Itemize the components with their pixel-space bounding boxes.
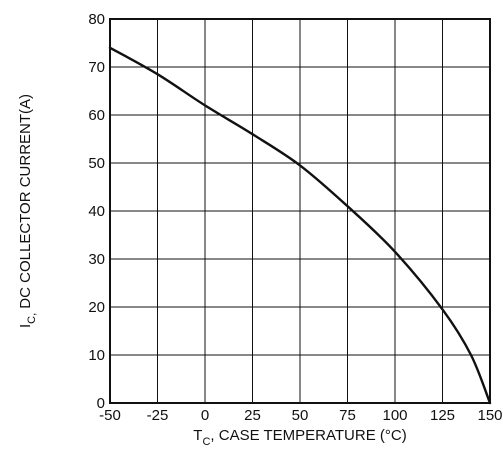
derating-curve — [108, 46, 492, 405]
x-tick-labels: -50 -25 0 25 50 75 100 125 150 — [99, 407, 502, 424]
x-tick-label: 0 — [201, 407, 209, 424]
x-axis-label: TC, CASE TEMPERATURE (°C) — [193, 427, 406, 448]
x-tick-label: -50 — [99, 407, 121, 424]
y-tick-label: 60 — [88, 107, 105, 124]
y-tick-label: 20 — [88, 299, 105, 316]
plot-frame — [109, 18, 491, 404]
y-tick-label: 50 — [88, 155, 105, 172]
y-tick-label: 0 — [97, 395, 105, 412]
y-tick-label: 10 — [88, 347, 105, 364]
x-tick-label: 125 — [430, 407, 455, 424]
grid-lines — [109, 18, 491, 404]
y-tick-label: 80 — [88, 11, 105, 28]
x-tick-label: 150 — [477, 407, 502, 424]
y-tick-label: 40 — [88, 203, 105, 220]
y-axis-label: IC, DC COLLECTOR CURRENT(A) — [17, 94, 38, 328]
y-tick-label: 70 — [88, 59, 105, 76]
x-tick-label: 25 — [244, 407, 261, 424]
x-tick-label: 50 — [292, 407, 309, 424]
x-tick-label: 75 — [339, 407, 356, 424]
x-tick-label: 100 — [382, 407, 407, 424]
x-tick-label: -25 — [147, 407, 169, 424]
y-tick-label: 30 — [88, 251, 105, 268]
y-tick-labels: 0 10 20 30 40 50 60 70 80 — [88, 11, 105, 412]
